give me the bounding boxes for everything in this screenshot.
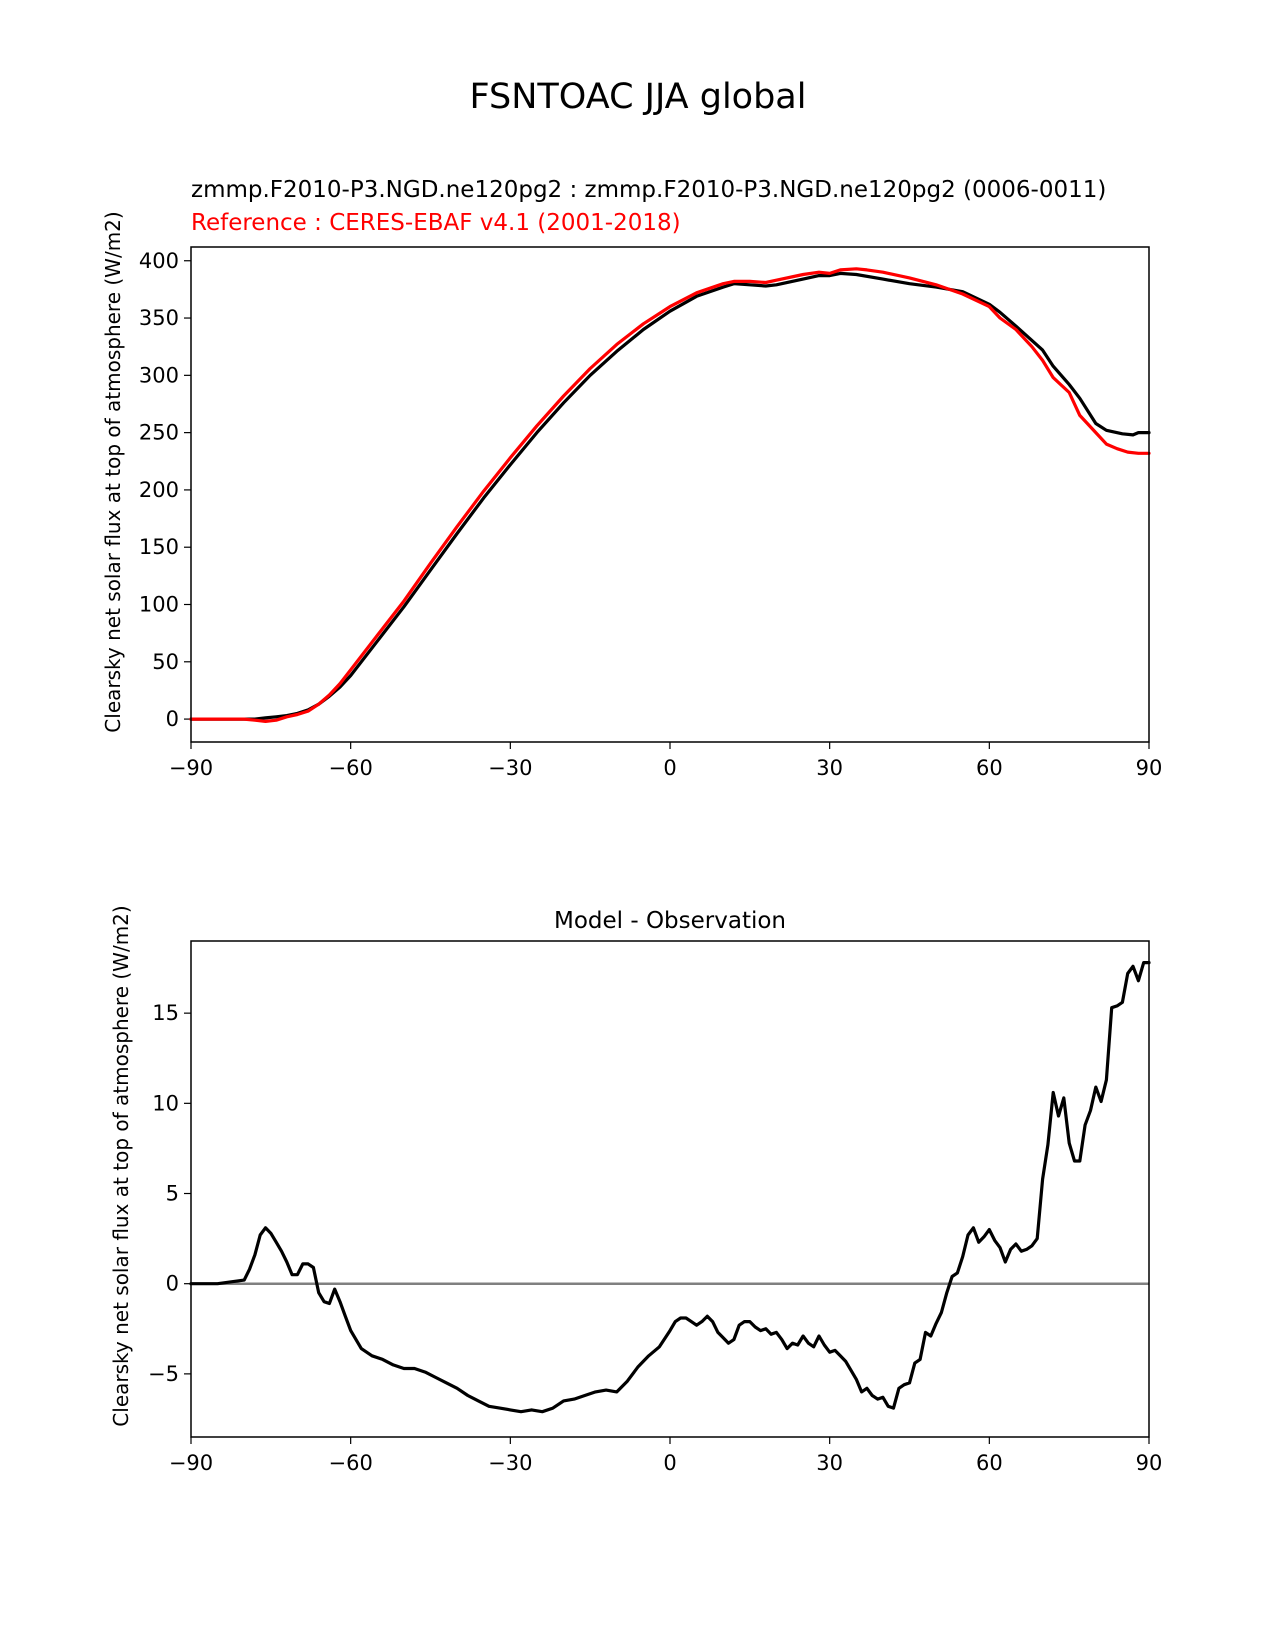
bottom-panel-y-axis-label: Clearsky net solar flux at top of atmosp… (109, 905, 133, 1426)
top-panel-y-tick-label: 350 (139, 306, 179, 330)
bottom-panel-x-tick-label: −90 (169, 1451, 213, 1475)
bottom-panel-y-tick-label: −5 (148, 1362, 179, 1386)
top-panel-x-tick-label: −60 (329, 756, 373, 780)
top-panel-y-tick-label: 200 (139, 478, 179, 502)
bottom-panel: Model - Observation Clearsky net solar f… (109, 905, 1162, 1475)
top-panel-y-tick-label: 250 (139, 421, 179, 445)
top-panel-frame (190, 246, 1150, 743)
top-panel-series-test-line (189, 271, 1151, 721)
bottom-panel-series-diff-line (189, 960, 1151, 1414)
bottom-panel-y-tick-label: 0 (166, 1272, 179, 1296)
top-panel-x-tick-label: −30 (488, 756, 532, 780)
bottom-panel-x-tick-label: 60 (976, 1451, 1003, 1475)
top-panel: zmmp.F2010-P3.NGD.ne120pg2 : zmmp.F2010-… (101, 177, 1162, 780)
top-panel-x-tick-label: −90 (169, 756, 213, 780)
top-panel-y-tick-label: 150 (139, 535, 179, 559)
top-panel-y-tick-label: 50 (152, 650, 179, 674)
bottom-panel-x-tick-label: −30 (488, 1451, 532, 1475)
top-panel-test-title: zmmp.F2010-P3.NGD.ne120pg2 : zmmp.F2010-… (191, 177, 1106, 203)
bottom-panel-y-tick-label: 15 (152, 1001, 179, 1025)
figure-suptitle: FSNTOAC JJA global (470, 77, 807, 117)
top-panel-reference-title: Reference : CERES-EBAF v4.1 (2001-2018) (191, 210, 681, 236)
top-panel-y-tick-label: 300 (139, 363, 179, 387)
top-panel-y-axis-label: Clearsky net solar flux at top of atmosp… (101, 211, 125, 732)
bottom-panel-y-tick-label: 10 (152, 1091, 179, 1115)
bottom-panel-x-tick-label: 0 (663, 1451, 676, 1475)
bottom-panel-x-tick-label: 30 (816, 1451, 843, 1475)
top-panel-y-tick-label: 400 (139, 249, 179, 273)
bottom-panel-x-tick-label: −60 (329, 1451, 373, 1475)
top-panel-series-ref-line (189, 267, 1151, 724)
bottom-panel-frame (190, 940, 1150, 1438)
top-panel-y-tick-label: 0 (166, 707, 179, 731)
top-panel-x-tick-label: 60 (976, 756, 1003, 780)
top-panel-y-tick-label: 100 (139, 593, 179, 617)
top-panel-x-tick-label: 0 (663, 756, 676, 780)
top-panel-x-tick-label: 90 (1136, 756, 1163, 780)
bottom-panel-title: Model - Observation (554, 908, 786, 934)
bottom-panel-y-tick-label: 5 (166, 1182, 179, 1206)
top-panel-x-tick-label: 30 (816, 756, 843, 780)
bottom-panel-x-tick-label: 90 (1136, 1451, 1163, 1475)
